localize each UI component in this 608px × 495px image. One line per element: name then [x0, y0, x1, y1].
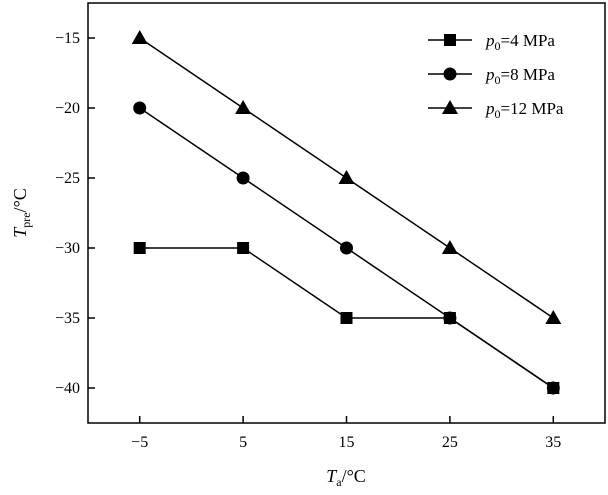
x-tick-label: −5 [131, 434, 148, 451]
data-point-square [133, 242, 146, 254]
x-tick-label: 35 [545, 434, 561, 451]
series-square [133, 242, 560, 394]
x-axis-label: Ta/°C [326, 466, 366, 489]
y-tick-label: −35 [55, 310, 80, 327]
series-layer [131, 30, 562, 395]
x-tick-label: 15 [339, 434, 355, 451]
y-tick-label: −20 [55, 100, 80, 117]
data-point-triangle [131, 30, 148, 44]
y-tick-label: −30 [55, 240, 80, 257]
legend-label: p0=8 MPa [485, 65, 555, 87]
data-point-triangle [338, 170, 355, 184]
data-point-circle [340, 241, 353, 255]
legend-label: p0=4 MPa [485, 31, 555, 53]
data-point-circle [236, 171, 250, 185]
y-tick-label: −40 [55, 380, 80, 397]
legend-item: p0=12 MPa [428, 99, 564, 121]
x-tick-label: 5 [239, 434, 247, 451]
x-axis: −5 5 15 25 35 [131, 416, 561, 451]
legend-item: p0=4 MPa [428, 31, 555, 53]
legend-marker-circle [443, 67, 457, 81]
data-point-triangle [545, 310, 562, 324]
y-tick-label: −25 [55, 170, 80, 187]
data-point-square [237, 242, 250, 254]
legend: p0=4 MPa p0=8 MPa p0=12 MPa [428, 31, 564, 121]
y-axis: −15 −20 −25 −30 −35 −40 [55, 30, 95, 397]
x-tick-label: 25 [442, 434, 458, 451]
data-point-circle [133, 101, 147, 115]
legend-marker-triangle [442, 100, 458, 114]
data-point-circle [546, 381, 560, 395]
legend-item: p0=8 MPa [428, 65, 555, 87]
data-point-square [340, 312, 353, 324]
y-tick-label: −15 [55, 30, 80, 47]
data-point-triangle [235, 100, 252, 114]
data-point-triangle [441, 240, 458, 254]
legend-marker-square [444, 34, 456, 46]
data-point-circle [443, 311, 457, 325]
series-circle [133, 101, 560, 395]
series-triangle [131, 30, 562, 324]
y-axis-label: Tpre/°C [10, 188, 33, 238]
legend-label: p0=12 MPa [485, 99, 564, 121]
